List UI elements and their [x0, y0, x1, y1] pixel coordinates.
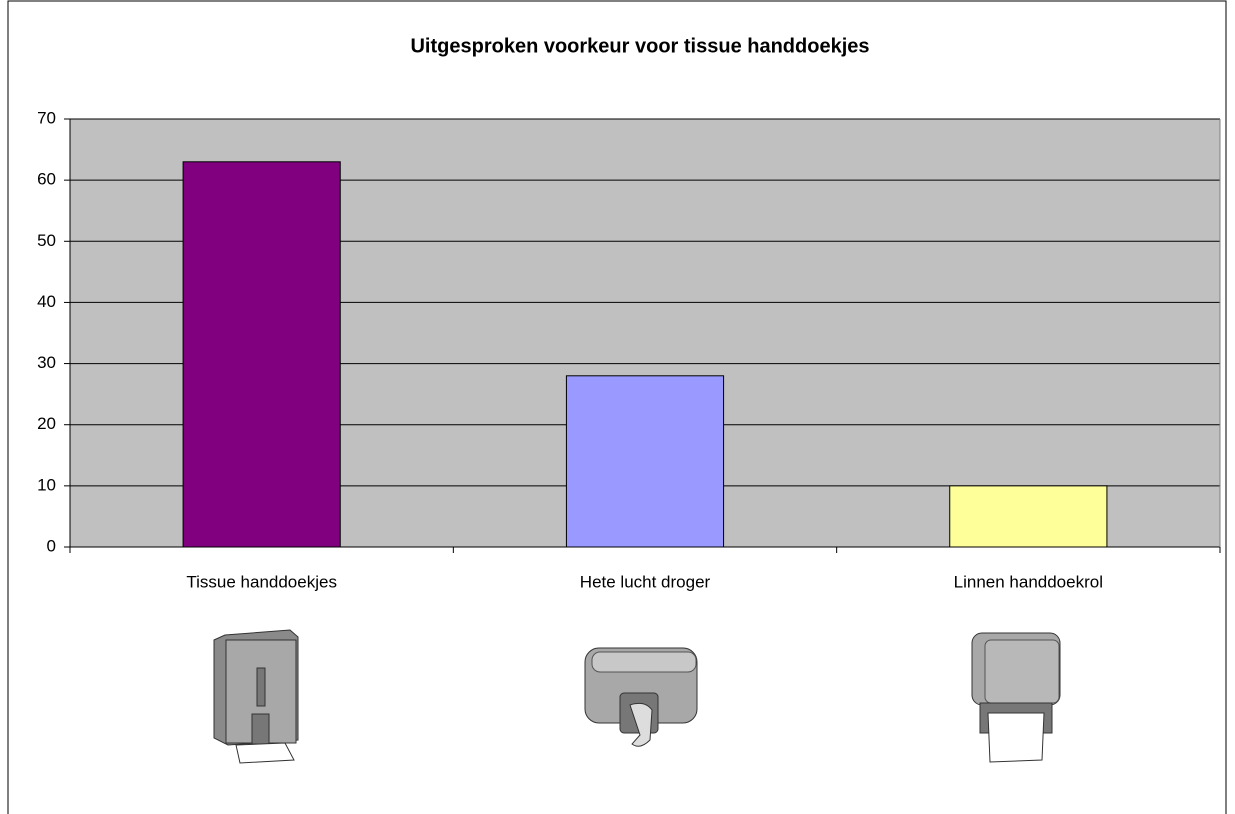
x-tick-label: Tissue handdoekjes	[186, 572, 337, 591]
y-tick-label: 60	[37, 170, 56, 189]
x-tick-label: Hete lucht droger	[580, 572, 711, 591]
bar	[183, 162, 340, 547]
icon-tissue-dispenser	[214, 630, 298, 763]
chart: Uitgesproken voorkeur voor tissue handdo…	[0, 0, 1235, 814]
chart-title: Uitgesproken voorkeur voor tissue handdo…	[410, 35, 869, 57]
y-tick-label: 40	[37, 292, 56, 311]
bar	[950, 486, 1107, 547]
y-tick-label: 30	[37, 353, 56, 372]
y-tick-label: 10	[37, 475, 56, 494]
y-tick-label: 50	[37, 231, 56, 250]
y-tick-label: 20	[37, 414, 56, 433]
x-tick-label: Linnen handdoekrol	[954, 572, 1103, 591]
y-tick-label: 0	[47, 536, 56, 555]
y-tick-label: 70	[37, 108, 56, 127]
bar	[566, 376, 723, 547]
page: {"chart_data": {"type": "bar", "title": …	[0, 0, 1235, 814]
